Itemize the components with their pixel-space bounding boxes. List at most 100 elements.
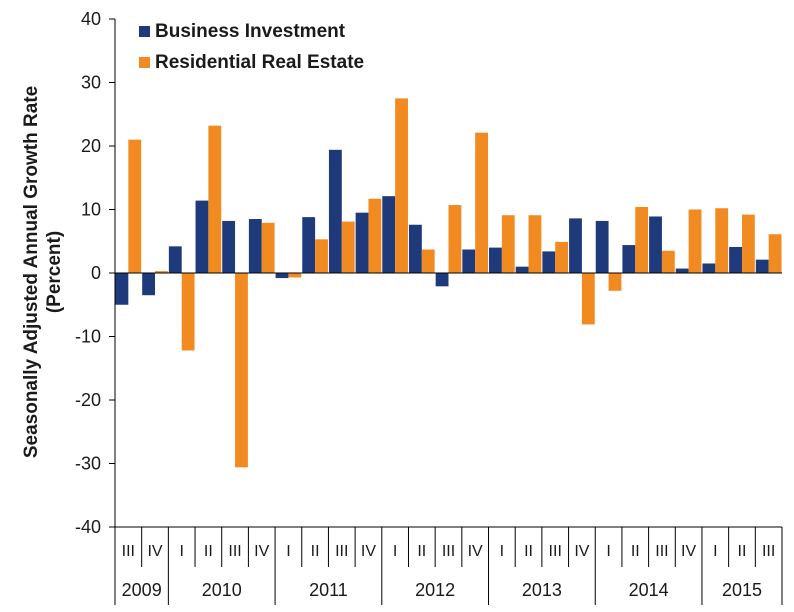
bar-business-investment-0 <box>115 273 129 305</box>
legend-label-business-investment: Business Investment <box>155 21 346 42</box>
bar-residential-real-estate-5 <box>261 222 275 273</box>
y-axis-label-line1: Seasonally Adjusted Annual Growth Rate <box>21 86 42 458</box>
quarter-label: II <box>204 543 213 560</box>
bar-residential-real-estate-20 <box>661 250 675 273</box>
bars-layer <box>115 98 782 468</box>
bar-residential-real-estate-17 <box>581 273 595 325</box>
y-tick-label: 40 <box>81 9 101 29</box>
quarter-label: II <box>631 543 640 560</box>
bar-residential-real-estate-14 <box>501 215 515 273</box>
bar-business-investment-17 <box>569 218 582 273</box>
bar-business-investment-18 <box>595 220 609 273</box>
bar-business-investment-24 <box>755 259 769 273</box>
quarter-label: III <box>442 543 455 560</box>
bar-residential-real-estate-1 <box>155 271 168 273</box>
year-label: 2013 <box>522 580 562 600</box>
y-tick-label: -20 <box>75 390 101 410</box>
bar-residential-real-estate-15 <box>528 215 542 273</box>
bar-business-investment-5 <box>248 219 262 273</box>
y-tick-label: 20 <box>81 136 101 156</box>
quarter-label: III <box>762 543 775 560</box>
y-tick-label: -30 <box>75 454 101 474</box>
bar-business-investment-15 <box>515 266 529 273</box>
y-tick-label: -10 <box>75 327 101 347</box>
bar-residential-real-estate-23 <box>741 214 755 273</box>
bar-business-investment-6 <box>275 273 289 279</box>
legend-swatch-business-investment <box>139 26 150 37</box>
bar-business-investment-7 <box>302 217 316 273</box>
axes-layer <box>109 18 783 605</box>
bar-residential-real-estate-2 <box>181 273 195 351</box>
quarter-label: III <box>122 543 135 560</box>
quarter-label: II <box>417 543 426 560</box>
quarter-label: IV <box>254 543 269 560</box>
bar-residential-real-estate-8 <box>341 221 355 273</box>
bar-residential-real-estate-22 <box>715 208 729 273</box>
bar-residential-real-estate-13 <box>475 132 489 273</box>
bar-business-investment-2 <box>168 246 182 273</box>
bar-residential-real-estate-9 <box>368 198 382 273</box>
bar-residential-real-estate-19 <box>635 206 649 273</box>
bar-residential-real-estate-21 <box>688 209 702 273</box>
quarter-label: III <box>335 543 348 560</box>
legend: Business Investment Residential Real Esta… <box>139 21 364 73</box>
quarter-label: IV <box>574 543 589 560</box>
quarter-label: I <box>179 543 183 560</box>
y-tick-labels: -40 -30 -20 -10 0 10 20 30 40 <box>75 9 101 537</box>
quarter-label: I <box>393 543 397 560</box>
bar-business-investment-3 <box>195 200 209 273</box>
bar-business-investment-20 <box>649 216 662 273</box>
bar-business-investment-9 <box>355 212 369 273</box>
quarter-label: I <box>606 543 610 560</box>
year-label: 2011 <box>309 580 348 600</box>
bar-residential-real-estate-0 <box>128 139 142 273</box>
bar-residential-real-estate-10 <box>395 98 408 274</box>
quarter-label: II <box>311 543 320 560</box>
quarter-label: I <box>713 543 717 560</box>
bar-business-investment-14 <box>489 247 502 273</box>
y-axis-label-group: Seasonally Adjusted Annual Growth Rate (… <box>21 86 65 458</box>
bar-residential-real-estate-12 <box>448 205 462 273</box>
y-axis-label-line2: (Percent) <box>44 231 65 313</box>
quarter-label: IV <box>681 543 696 560</box>
year-label: 2015 <box>722 580 762 600</box>
bar-business-investment-19 <box>622 245 636 273</box>
bar-residential-real-estate-4 <box>235 273 248 468</box>
year-label: 2014 <box>629 580 669 600</box>
bar-residential-real-estate-6 <box>288 273 302 278</box>
bar-business-investment-11 <box>408 224 422 273</box>
x-tick-labels: III IV I II III IV I II III IV I II III IV I II III IV I II… <box>122 543 776 600</box>
y-tick-label: -40 <box>75 517 101 537</box>
y-tick-label: 30 <box>81 73 101 93</box>
year-label: 2009 <box>122 580 162 600</box>
legend-swatch-residential-real-estate <box>139 57 150 68</box>
bar-business-investment-22 <box>702 263 716 273</box>
quarter-label: III <box>549 543 562 560</box>
bar-business-investment-1 <box>142 273 156 296</box>
bar-business-investment-8 <box>328 149 342 273</box>
bar-business-investment-21 <box>675 268 689 273</box>
bar-business-investment-13 <box>462 249 476 273</box>
bar-business-investment-12 <box>435 273 449 287</box>
quarter-label: IV <box>468 543 483 560</box>
quarter-label: I <box>500 543 504 560</box>
bar-residential-real-estate-3 <box>208 125 222 274</box>
bar-business-investment-16 <box>542 251 556 273</box>
quarter-label: I <box>286 543 290 560</box>
legend-label-residential-real-estate: Residential Real Estate <box>155 52 364 73</box>
quarter-label: II <box>524 543 533 560</box>
quarter-label: IV <box>361 543 376 560</box>
bar-business-investment-10 <box>382 196 396 273</box>
y-tick-label: 0 <box>91 263 101 283</box>
year-label: 2012 <box>415 580 455 600</box>
bar-residential-real-estate-24 <box>768 234 782 273</box>
bar-business-investment-4 <box>222 220 236 273</box>
quarter-label: III <box>655 543 668 560</box>
bar-business-investment-23 <box>729 246 742 273</box>
bar-residential-real-estate-16 <box>555 241 569 273</box>
y-tick-label: 10 <box>81 200 101 220</box>
quarter-label: IV <box>147 543 162 560</box>
bar-residential-real-estate-18 <box>608 273 622 291</box>
